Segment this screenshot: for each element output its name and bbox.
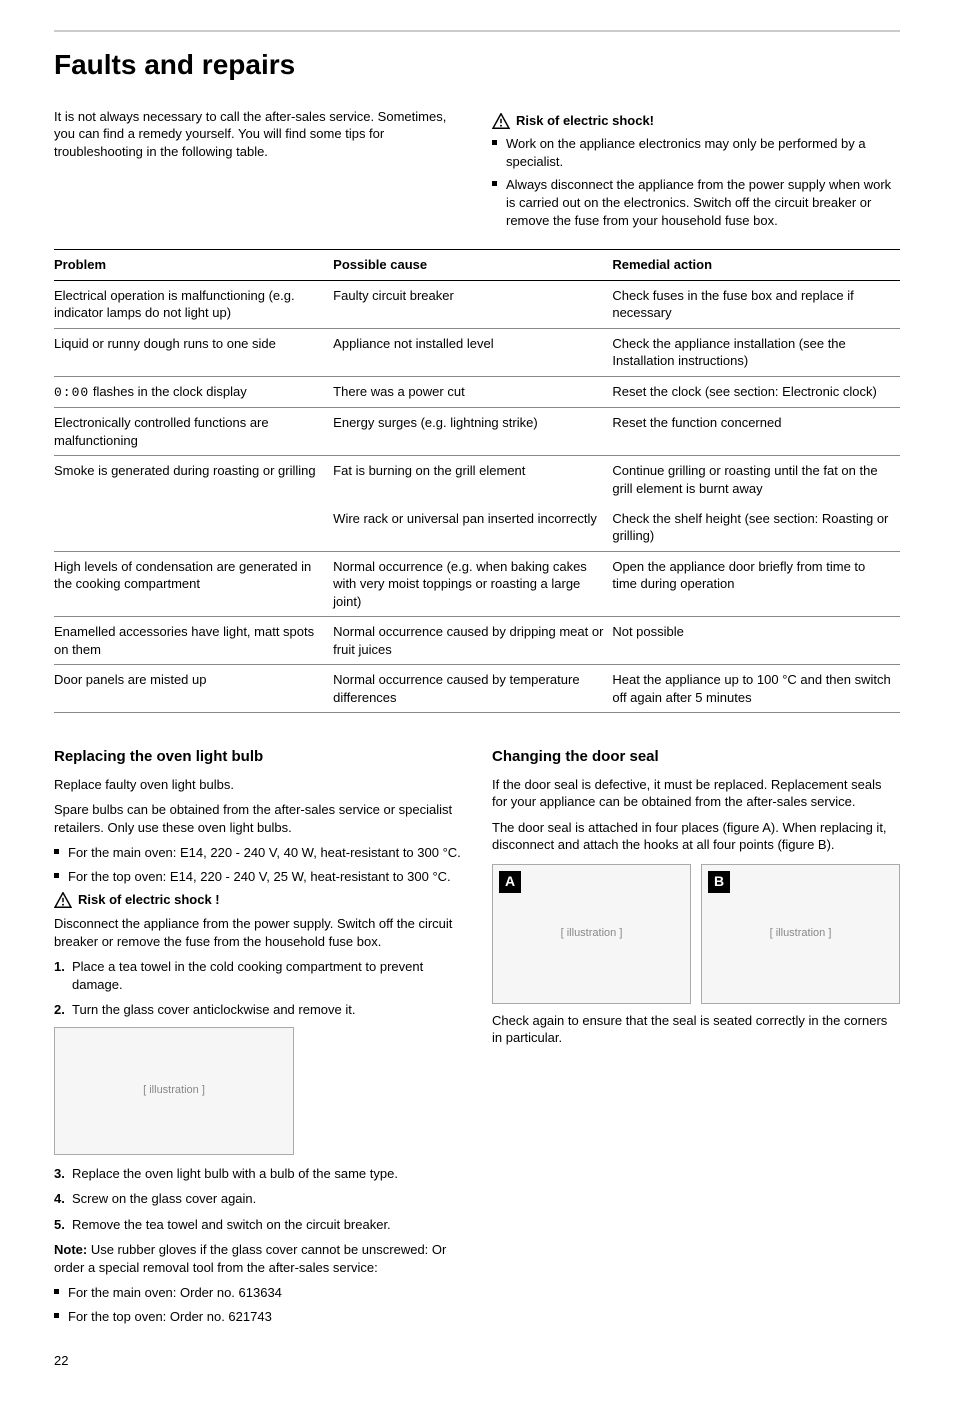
table-cell-remedy: Open the appliance door briefly from tim…: [612, 551, 900, 617]
replace-bulb-heading: Replacing the oven light bulb: [54, 747, 462, 767]
table-header: Possible cause: [333, 250, 612, 281]
diagram-b: B [ illustration ]: [701, 864, 900, 1004]
table-cell-problem: 0:00 flashes in the clock display: [54, 376, 333, 408]
table-cell-remedy: Reset the function concerned: [612, 408, 900, 456]
diagram-b-label: B: [708, 871, 730, 893]
table-header: Problem: [54, 250, 333, 281]
step-text: Replace the oven light bulb with a bulb …: [72, 1166, 398, 1181]
intro-columns: It is not always necessary to call the a…: [54, 108, 900, 235]
top-rule: [54, 30, 900, 32]
page-title: Faults and repairs: [54, 46, 900, 84]
door-seal-heading: Changing the door seal: [492, 747, 900, 767]
table-cell-remedy: Reset the clock (see section: Electronic…: [612, 376, 900, 408]
risk-warning-text: Risk of electric shock!: [516, 112, 654, 130]
warning-triangle-icon: [54, 892, 72, 908]
step-item: 3.Replace the oven light bulb with a bul…: [54, 1165, 462, 1183]
step-text: Turn the glass cover anticlockwise and r…: [72, 1002, 355, 1017]
table-cell-problem: Smoke is generated during roasting or gr…: [54, 456, 333, 504]
paragraph: Replace faulty oven light bulbs.: [54, 776, 462, 794]
risk-warning-text: Risk of electric shock !: [78, 891, 220, 909]
diagram-placeholder-text: [ illustration ]: [561, 926, 623, 941]
intro-right: Risk of electric shock! Work on the appl…: [492, 108, 900, 235]
step-item: 1.Place a tea towel in the cold cooking …: [54, 958, 462, 993]
table-cell-cause: Energy surges (e.g. lightning strike): [333, 408, 612, 456]
step-item: 2.Turn the glass cover anticlockwise and…: [54, 1001, 462, 1019]
risk-warning-header: Risk of electric shock!: [492, 112, 900, 130]
page-number: 22: [54, 1352, 900, 1370]
intro-left: It is not always necessary to call the a…: [54, 108, 462, 235]
table-cell-remedy: Check the appliance installation (see th…: [612, 328, 900, 376]
table-cell-problem: Enamelled accessories have light, matt s…: [54, 617, 333, 665]
diagram-a: A [ illustration ]: [492, 864, 691, 1004]
clock-display-text: 0:00: [54, 385, 89, 400]
table-cell-problem: Electronically controlled functions are …: [54, 408, 333, 456]
table-cell-cause: Appliance not installed level: [333, 328, 612, 376]
table-cell-remedy: Continue grilling or roasting until the …: [612, 456, 900, 504]
door-seal-diagrams: A [ illustration ] B [ illustration ]: [492, 864, 900, 1004]
bulb-spec-list: For the main oven: E14, 220 - 240 V, 40 …: [54, 844, 462, 885]
table-cell-problem: Door panels are misted up: [54, 665, 333, 713]
risk-bullet: Always disconnect the appliance from the…: [492, 176, 900, 229]
lower-columns: Replacing the oven light bulb Replace fa…: [54, 733, 900, 1331]
paragraph: Spare bulbs can be obtained from the aft…: [54, 801, 462, 836]
step-list-a: 1.Place a tea towel in the cold cooking …: [54, 958, 462, 1019]
paragraph: The door seal is attached in four places…: [492, 819, 900, 854]
table-cell-cause: Wire rack or universal pan inserted inco…: [333, 504, 612, 552]
table-cell-remedy: Heat the appliance up to 100 °C and then…: [612, 665, 900, 713]
table-cell-cause: Normal occurrence (e.g. when baking cake…: [333, 551, 612, 617]
note-text: Use rubber gloves if the glass cover can…: [54, 1242, 446, 1275]
table-cell-problem: Liquid or runny dough runs to one side: [54, 328, 333, 376]
list-item: For the main oven: Order no. 613634: [54, 1284, 462, 1302]
step-list-b: 3.Replace the oven light bulb with a bul…: [54, 1165, 462, 1234]
table-cell-remedy: Check fuses in the fuse box and replace …: [612, 280, 900, 328]
warning-triangle-icon: [492, 113, 510, 129]
list-item: For the top oven: E14, 220 - 240 V, 25 W…: [54, 868, 462, 886]
diagram-placeholder-text: [ illustration ]: [770, 926, 832, 941]
step-text: Screw on the glass cover again.: [72, 1191, 256, 1206]
table-cell-problem: High levels of condensation are generate…: [54, 551, 333, 617]
step-text: Place a tea towel in the cold cooking co…: [72, 959, 423, 992]
risk-bullet: Work on the appliance electronics may on…: [492, 135, 900, 170]
table-cell-cause: Normal occurrence caused by dripping mea…: [333, 617, 612, 665]
right-lower-col: Changing the door seal If the door seal …: [492, 733, 900, 1331]
note-paragraph: Note: Use rubber gloves if the glass cov…: [54, 1241, 462, 1276]
table-cell-cause: Normal occurrence caused by temperature …: [333, 665, 612, 713]
intro-text: It is not always necessary to call the a…: [54, 108, 462, 161]
risk-bullet-list: Work on the appliance electronics may on…: [492, 135, 900, 229]
table-cell-cause: There was a power cut: [333, 376, 612, 408]
paragraph: Disconnect the appliance from the power …: [54, 915, 462, 950]
diagram-placeholder-text: [ illustration ]: [143, 1083, 205, 1098]
risk-warning-header: Risk of electric shock !: [54, 891, 462, 909]
paragraph: Check again to ensure that the seal is s…: [492, 1012, 900, 1047]
table-cell-problem: [54, 504, 333, 552]
paragraph: If the door seal is defective, it must b…: [492, 776, 900, 811]
order-list: For the main oven: Order no. 613634 For …: [54, 1284, 462, 1325]
table-header: Remedial action: [612, 250, 900, 281]
table-cell-remedy: Check the shelf height (see section: Roa…: [612, 504, 900, 552]
faults-table: Problem Possible cause Remedial action E…: [54, 249, 900, 713]
step-item: 5.Remove the tea towel and switch on the…: [54, 1216, 462, 1234]
table-cell-cause: Fat is burning on the grill element: [333, 456, 612, 504]
table-cell-remedy: Not possible: [612, 617, 900, 665]
list-item: For the main oven: E14, 220 - 240 V, 40 …: [54, 844, 462, 862]
note-label: Note:: [54, 1242, 87, 1257]
table-cell-cause: Faulty circuit breaker: [333, 280, 612, 328]
table-cell-problem: Electrical operation is malfunctioning (…: [54, 280, 333, 328]
left-lower-col: Replacing the oven light bulb Replace fa…: [54, 733, 462, 1331]
step-text: Remove the tea towel and switch on the c…: [72, 1217, 391, 1232]
list-item: For the top oven: Order no. 621743: [54, 1308, 462, 1326]
diagram-a-label: A: [499, 871, 521, 893]
bulb-diagram: [ illustration ]: [54, 1027, 294, 1155]
step-item: 4.Screw on the glass cover again.: [54, 1190, 462, 1208]
